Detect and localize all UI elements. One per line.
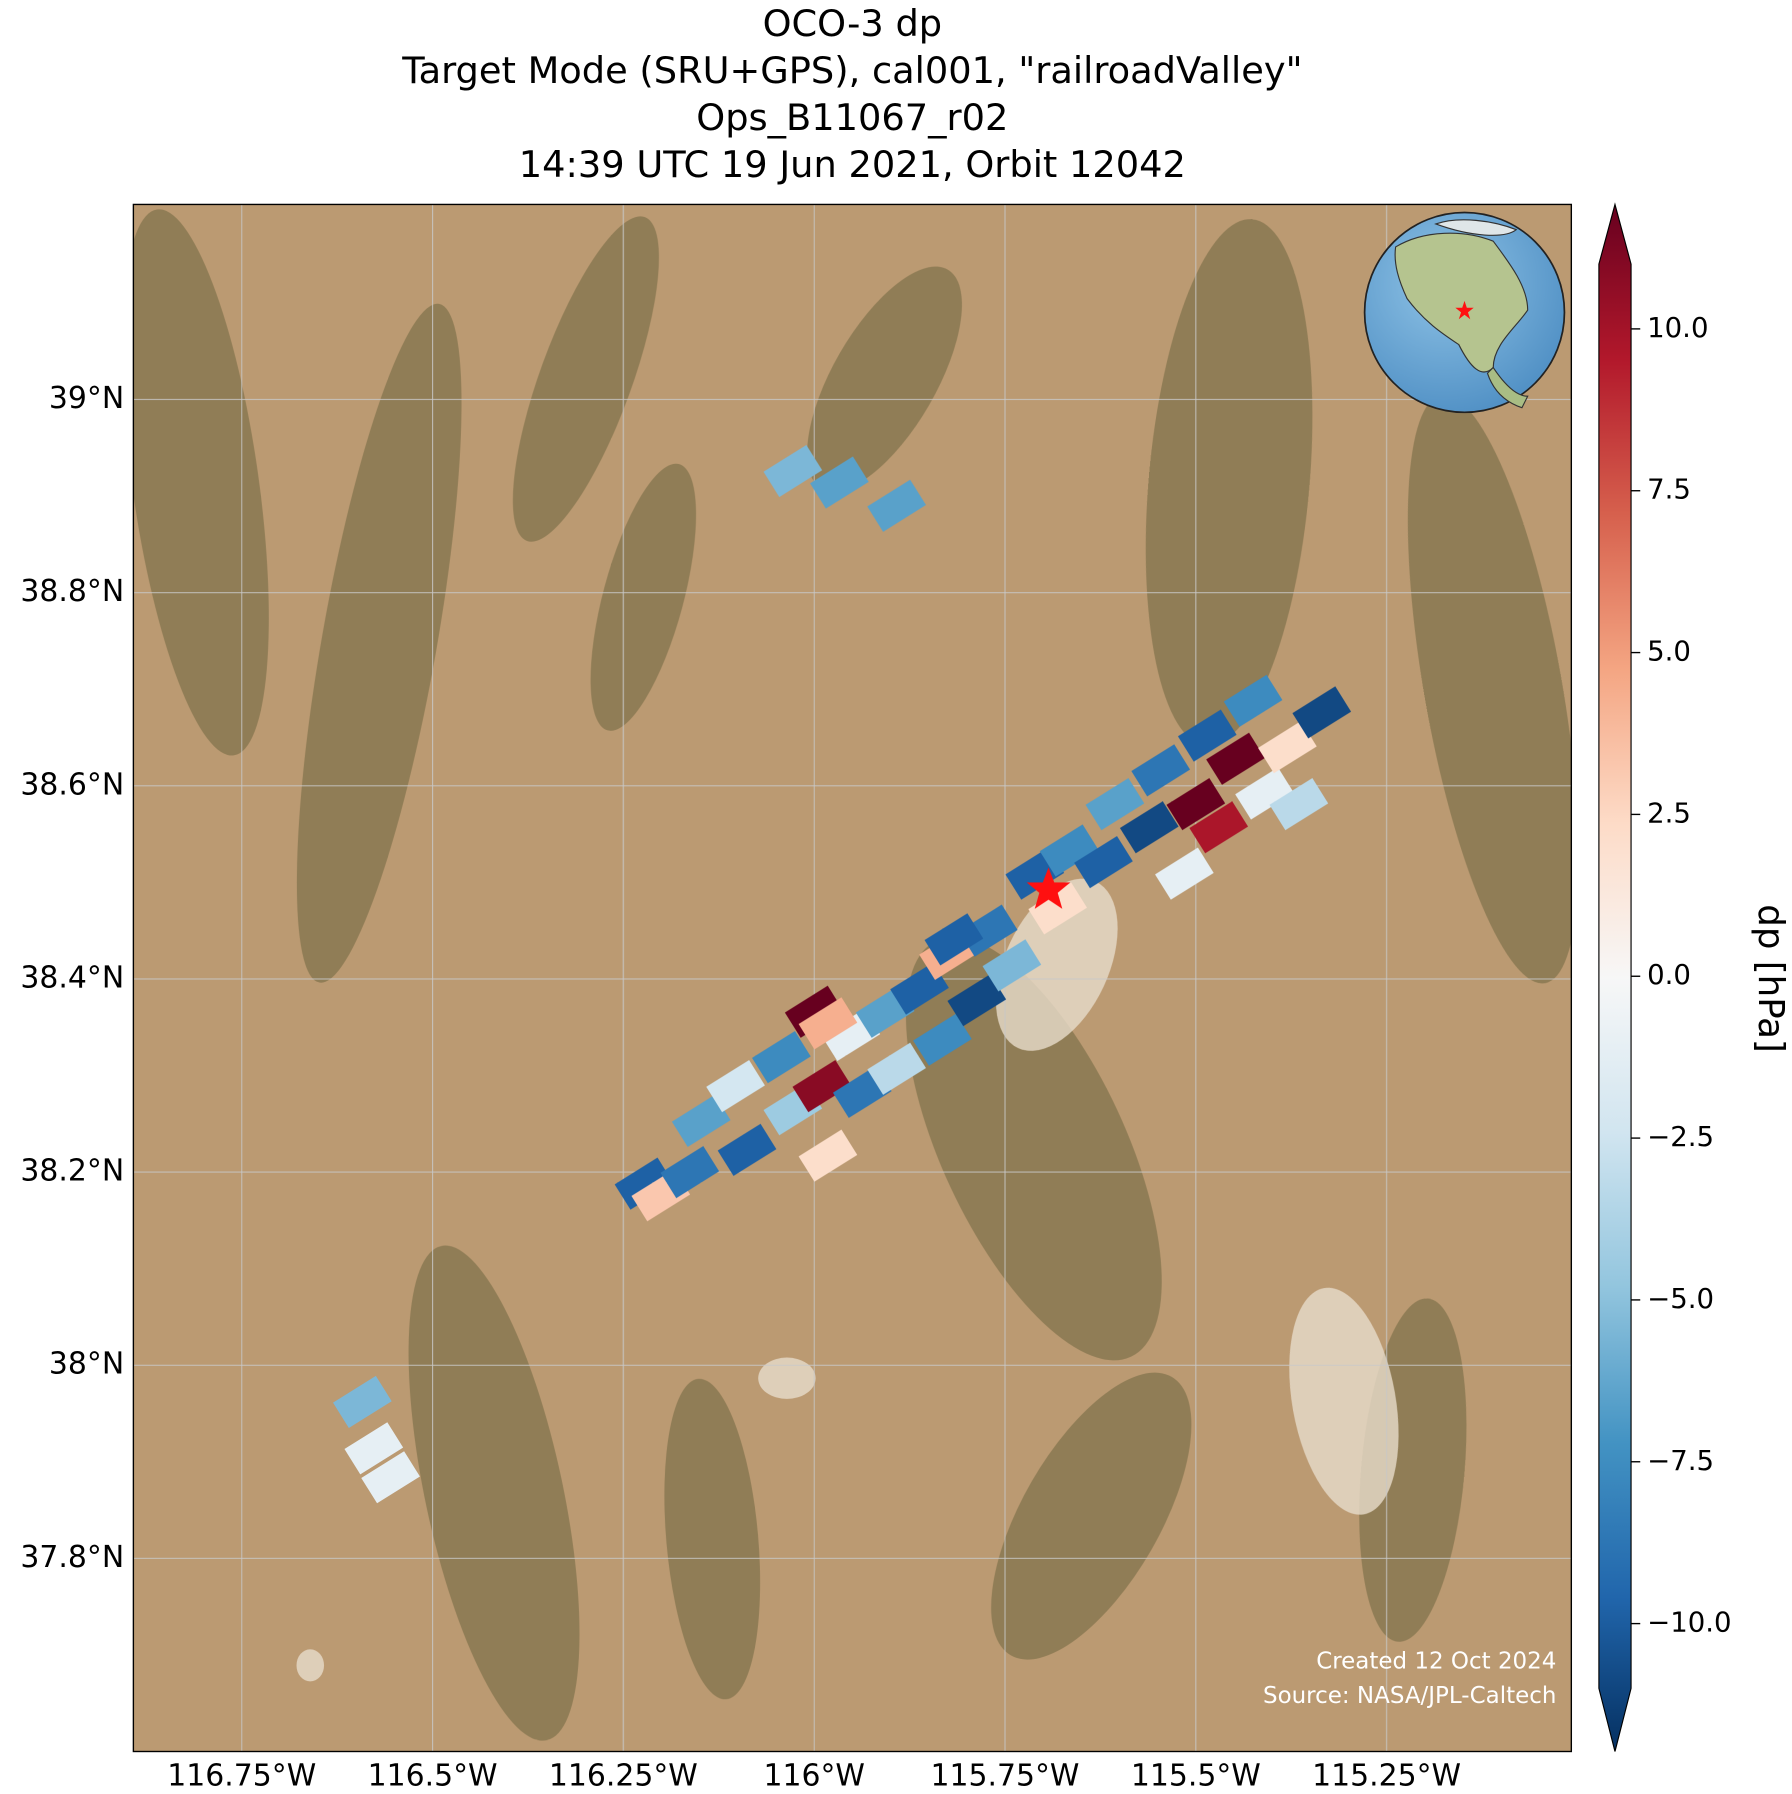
sounding [1166, 778, 1226, 831]
y-tick-label: 38.8°N [20, 574, 124, 609]
sounding [1206, 732, 1265, 785]
sounding [706, 1060, 765, 1113]
sounding [798, 997, 858, 1050]
x-tick-label: 116.5°W [368, 1758, 498, 1793]
x-tick-label: 115.75°W [931, 1758, 1080, 1793]
basemap [133, 204, 1572, 1752]
sounding [913, 1013, 972, 1066]
colorbar: 10.0 7.5 5.0 2.5 0.0 −2.5 −5.0 −7.5 −10.0 [1598, 202, 1732, 1752]
sounding [924, 913, 984, 966]
colorbar-label: dp [hPa] [1750, 904, 1791, 1053]
target-marker [1026, 867, 1071, 909]
title-line: 14:39 UTC 19 Jun 2021, Orbit 12042 [519, 143, 1186, 186]
credit-line: Created 12 Oct 2024 [1316, 1648, 1556, 1674]
colorbar-tick-label: 7.5 [1647, 474, 1691, 506]
x-tick-label: 115.25°W [1312, 1758, 1461, 1793]
colorbar-tick-label: −5.0 [1647, 1283, 1714, 1315]
map-frame [132, 203, 1573, 1753]
colorbar-tick-label: −10.0 [1647, 1607, 1731, 1639]
sounding [344, 1422, 404, 1475]
credit-line: Source: NASA/JPL-Caltech [1263, 1683, 1556, 1709]
sounding [867, 479, 926, 532]
colorbar-tick-label: −2.5 [1647, 1121, 1714, 1153]
sounding [947, 974, 1007, 1027]
colorbar-tick-label: 2.5 [1647, 797, 1691, 829]
y-tick-label: 38°N [49, 1347, 124, 1382]
sounding [763, 444, 823, 498]
y-tick-label: 38.6°N [20, 767, 124, 802]
x-tick-label: 116.25°W [549, 1758, 698, 1793]
colorbar-tick-label: 10.0 [1647, 312, 1708, 344]
axes: 116.75°W 116.5°W 116.25°W 116°W 115.75°W 115.… [20, 381, 1461, 1793]
sounding [1155, 847, 1214, 900]
sounding [361, 1451, 420, 1504]
sounding [1292, 686, 1352, 739]
sounding [333, 1375, 392, 1428]
sounding [717, 1123, 777, 1176]
sounding [1177, 709, 1237, 762]
y-tick-label: 37.8°N [20, 1540, 124, 1575]
sounding [614, 1157, 674, 1210]
sounding [1223, 674, 1283, 727]
sounding [792, 1060, 852, 1113]
sounding [1074, 836, 1133, 889]
soundings [333, 444, 1352, 1504]
sounding [867, 1042, 926, 1095]
y-tick-label: 39°N [49, 381, 124, 416]
y-tick-label: 38.4°N [20, 960, 124, 995]
sounding [1269, 778, 1329, 831]
title-line: Target Mode (SRU+GPS), cal001, "railroad… [401, 49, 1302, 92]
gridlines [133, 204, 1572, 1752]
title-line: OCO-3 dp [763, 2, 943, 45]
colorbar-tick-label: 5.0 [1647, 636, 1691, 668]
sounding [752, 1031, 811, 1084]
sounding [1085, 778, 1145, 831]
sounding [671, 1094, 731, 1147]
sounding [1131, 744, 1191, 797]
sounding [810, 456, 869, 509]
sounding [1189, 801, 1249, 854]
inset-globe [1363, 211, 1566, 414]
sounding [1119, 801, 1179, 854]
x-tick-label: 115.5°W [1131, 1758, 1261, 1793]
sounding [982, 939, 1042, 992]
x-tick-label: 116.75°W [167, 1758, 316, 1793]
colorbar-tick-label: 0.0 [1647, 959, 1691, 991]
y-tick-label: 38.2°N [20, 1154, 124, 1189]
colorbar-tick-label: −7.5 [1647, 1445, 1714, 1477]
sounding [1039, 824, 1099, 877]
sounding [1028, 882, 1088, 935]
x-tick-label: 116°W [763, 1758, 864, 1793]
sounding [1258, 721, 1317, 774]
sounding [660, 1146, 720, 1199]
sounding [798, 1129, 858, 1182]
title-line: Ops_B11067_r02 [696, 96, 1008, 139]
sounding [1235, 767, 1294, 820]
